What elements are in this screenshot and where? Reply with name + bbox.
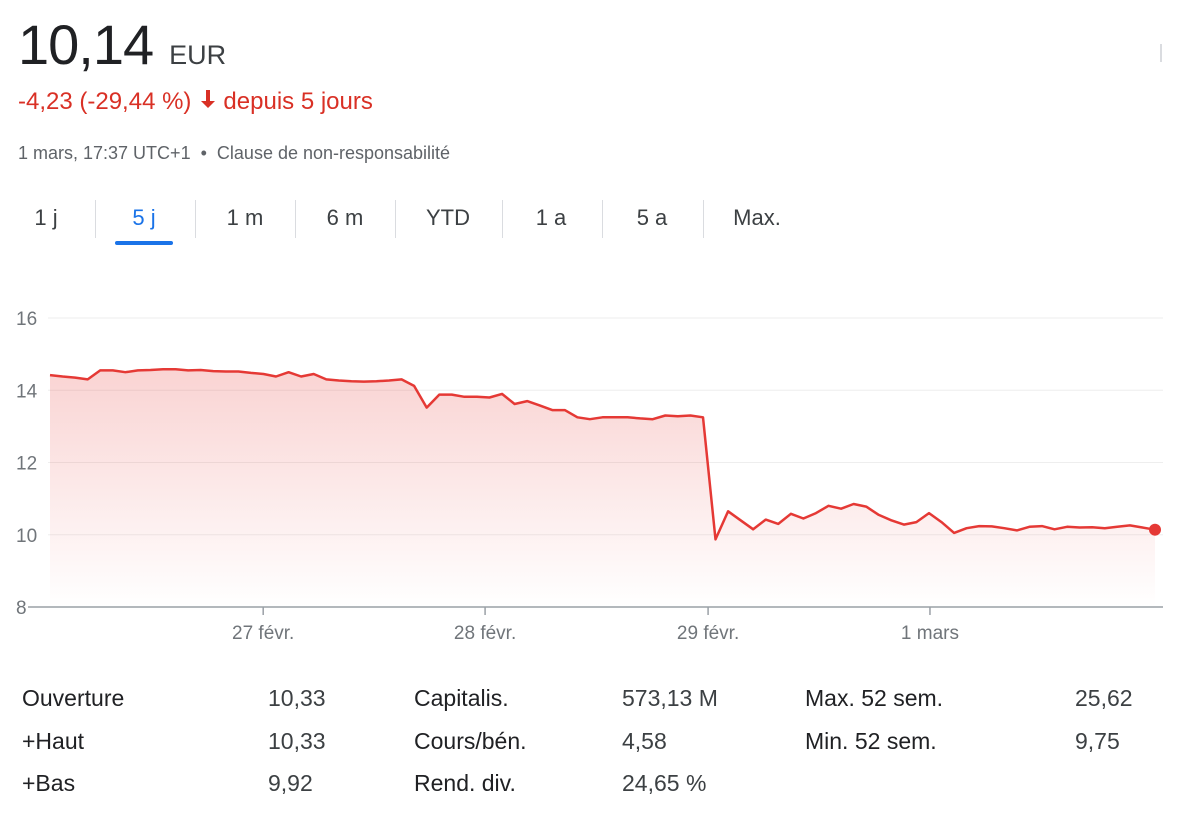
y-tick-label: 12	[16, 454, 37, 475]
stat-label: Cours/bén.	[414, 727, 527, 754]
tab-1m[interactable]: 1 m	[215, 194, 275, 242]
stat-value: 24,65 %	[622, 769, 707, 796]
price-area	[50, 369, 1155, 607]
stat-label-52w-low: Min. 52 sem.	[805, 725, 937, 757]
price-header: 10,14 EUR	[18, 12, 226, 77]
active-tab-indicator	[115, 241, 173, 245]
stat-value: 4,58	[622, 727, 667, 754]
x-tick-label: 27 févr.	[232, 623, 294, 644]
meta-separator: •	[200, 143, 207, 163]
tab-separator	[602, 200, 603, 238]
tab-1y[interactable]: 1 a	[522, 194, 580, 242]
stat-label: Max. 52 sem.	[805, 684, 944, 711]
stat-value: 9,92	[268, 769, 313, 796]
tab-separator	[195, 200, 196, 238]
y-tick-label: 14	[16, 381, 38, 402]
disclaimer-link[interactable]: Clause de non-responsabilité	[216, 143, 451, 163]
stat-label: Rend. div.	[414, 769, 516, 796]
stat-value-52w-high: 25,62	[1075, 682, 1133, 714]
stat-value: 25,62	[1075, 684, 1133, 711]
y-tick-label: 8	[16, 598, 27, 619]
tab-label: 5 j	[132, 205, 156, 230]
tab-separator	[295, 200, 296, 238]
stat-label-low: +Bas	[22, 767, 75, 799]
stat-value-yield: 24,65 %	[622, 767, 706, 799]
tab-6m[interactable]: 6 m	[315, 194, 375, 242]
y-tick-label: 16	[16, 309, 37, 330]
tab-separator	[703, 200, 704, 238]
stat-label-open: Ouverture	[22, 682, 124, 714]
stat-label-high: +Haut	[22, 725, 84, 757]
quote-timestamp: 1 mars, 17:37 UTC+1	[18, 143, 191, 163]
tab-label: Max.	[733, 205, 781, 230]
stat-value: 9,75	[1075, 727, 1120, 754]
tab-separator	[502, 200, 503, 238]
scroll-edge	[1160, 44, 1162, 62]
x-tick-label: 28 févr.	[454, 623, 516, 644]
stat-label-52w-high: Max. 52 sem.	[805, 682, 943, 714]
stat-label: +Haut	[22, 727, 85, 754]
stat-value-open: 10,33	[268, 682, 326, 714]
stat-value: 10,33	[268, 727, 326, 754]
tab-5d[interactable]: 5 j	[115, 194, 173, 245]
stat-value-52w-low: 9,75	[1075, 725, 1120, 757]
stat-label-pe: Cours/bén.	[414, 725, 527, 757]
key-stats: Ouverture 10,33 +Haut 10,33 +Bas 9,92 Ca…	[0, 676, 1200, 806]
stat-value: 573,13 M	[622, 684, 718, 711]
stat-label-yield: Rend. div.	[414, 767, 516, 799]
tab-label: 1 j	[34, 205, 58, 230]
stat-label: Ouverture	[22, 684, 125, 711]
stat-value-pe: 4,58	[622, 725, 667, 757]
price-chart[interactable]: 16 14 12 10 8 27 févr. 28 févr. 29 févr. 1 mars	[0, 290, 1200, 660]
tab-separator	[95, 200, 96, 238]
stat-value: 10,33	[268, 684, 326, 711]
stat-label-mktcap: Capitalis.	[414, 682, 509, 714]
stat-value-mktcap: 573,13 M	[622, 682, 718, 714]
tab-label: 5 a	[636, 205, 668, 230]
tab-label: YTD	[426, 205, 470, 230]
price-change: -4,23 (-29,44 %) depuis 5 jours	[18, 88, 373, 116]
stat-value-high: 10,33	[268, 725, 326, 757]
price-line	[49, 368, 1156, 541]
tab-ytd[interactable]: YTD	[415, 194, 481, 242]
change-value: -4,23 (-29,44 %)	[18, 88, 192, 115]
tab-max[interactable]: Max.	[722, 194, 792, 242]
arrow-down-icon	[199, 88, 217, 116]
tab-label: 1 a	[535, 205, 567, 230]
y-tick-label: 10	[16, 526, 37, 547]
tab-label: 1 m	[226, 205, 264, 230]
stat-label: Capitalis.	[414, 684, 509, 711]
tab-label: 6 m	[326, 205, 364, 230]
tab-5y[interactable]: 5 a	[622, 194, 682, 242]
x-tick-label: 29 févr.	[677, 623, 739, 644]
stat-label: Min. 52 sem.	[805, 727, 937, 754]
x-tick-label: 1 mars	[901, 623, 959, 644]
current-price: 10,14	[18, 13, 154, 76]
tab-1d[interactable]: 1 j	[20, 194, 72, 242]
change-period: depuis 5 jours	[223, 88, 373, 115]
quote-meta: 1 mars, 17:37 UTC+1 • Clause de non-resp…	[18, 143, 450, 164]
tab-separator	[395, 200, 396, 238]
stat-value-low: 9,92	[268, 767, 313, 799]
stat-label: +Bas	[22, 769, 76, 796]
currency-label: EUR	[169, 40, 227, 70]
last-price-point	[1149, 523, 1161, 536]
